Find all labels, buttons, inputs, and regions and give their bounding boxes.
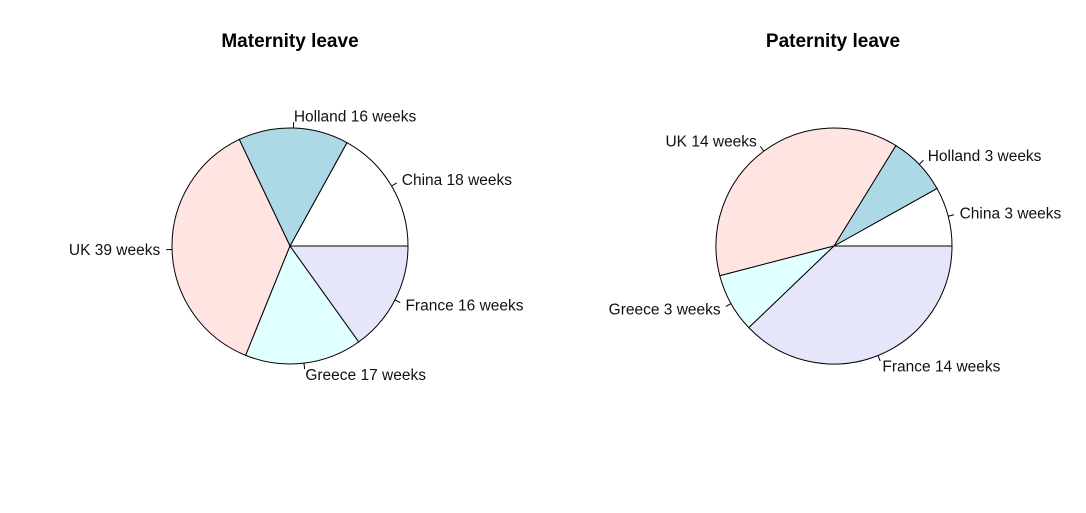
pie-slice-maternity-france — [289, 245, 409, 343]
slice-label-paternity-china: China 3 weeks — [960, 205, 1062, 222]
slice-label-maternity-greece: Greece 17 weeks — [305, 367, 426, 384]
pie-slice-paternity-france — [748, 245, 953, 365]
paternity-leave-pie: China 3 weeks Holland 3 weeks UK 14 weeks G… — [609, 31, 1062, 375]
pie-slice-maternity-china — [289, 141, 409, 247]
slice-label-paternity-greece: Greece 3 weeks — [609, 301, 721, 318]
label-tick-maternity-china — [391, 182, 397, 187]
slice-label-paternity-holland: Holland 3 weeks — [928, 148, 1042, 165]
label-tick-paternity-china — [948, 214, 955, 217]
pie-slice-maternity-uk — [171, 138, 291, 357]
label-tick-paternity-greece — [725, 303, 732, 307]
chart-title-paternity: Paternity leave — [766, 31, 900, 52]
label-tick-maternity-france — [394, 299, 401, 304]
pie-slice-maternity-holland — [238, 127, 348, 248]
slice-label-maternity-china: China 18 weeks — [402, 172, 513, 189]
maternity-leave-pie: China 18 weeks Holland 16 weeks UK 39 week… — [69, 31, 524, 384]
pie-slice-paternity-uk — [715, 127, 897, 277]
chart-title-maternity: Maternity leave — [221, 31, 358, 52]
label-tick-paternity-uk — [759, 146, 765, 152]
slice-label-paternity-uk: UK 14 weeks — [665, 134, 757, 151]
label-tick-paternity-france — [877, 355, 881, 362]
slice-label-maternity-france: France 16 weeks — [405, 297, 523, 314]
slice-label-maternity-uk: UK 39 weeks — [69, 242, 161, 259]
pie-slice-maternity-greece — [245, 244, 360, 365]
label-tick-paternity-holland — [918, 159, 924, 165]
slice-label-paternity-france: France 14 weeks — [882, 358, 1000, 375]
slice-label-maternity-holland: Holland 16 weeks — [294, 108, 417, 125]
label-tick-maternity-greece — [303, 363, 306, 370]
